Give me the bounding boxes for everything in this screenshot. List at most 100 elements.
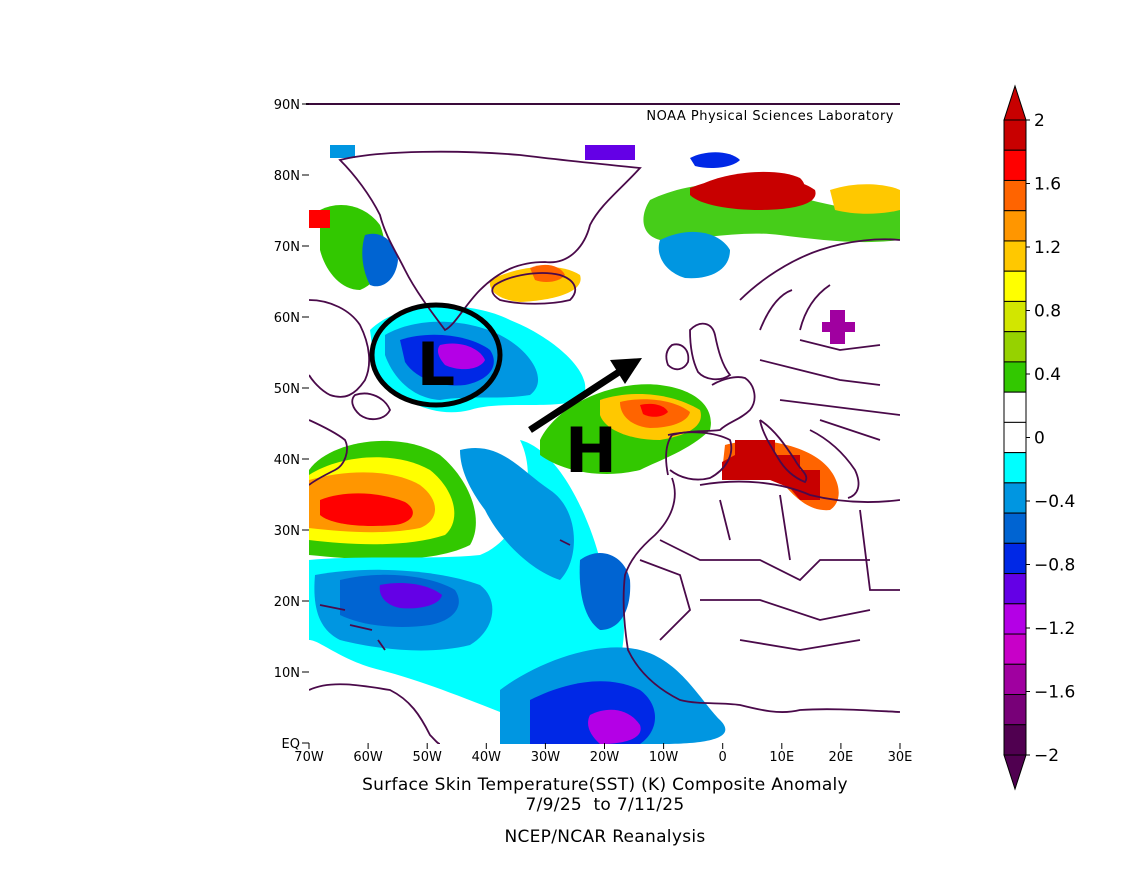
coast-south-america: [309, 683, 441, 744]
borders-north-africa: [639, 494, 900, 651]
lon-tick-label: 30W: [531, 750, 561, 765]
colorbar: 2 1.6 1.2 0.8 0.4 0 −0.4 −0.8 −1.2 −1.6 −2: [1003, 84, 1075, 791]
colorbar-swatch: [1003, 300, 1027, 333]
colorbar-swatch: [1003, 179, 1027, 212]
anomaly-warm-west-atlantic-red: [320, 493, 413, 526]
longitude-axis: 70W 60W 50W 40W 30W 20W 10W 0 10E 20E 30E: [294, 743, 912, 765]
colorbar-swatch: [1003, 482, 1027, 514]
low-pressure-label: L: [417, 330, 455, 400]
coast-italy: [759, 419, 808, 484]
pressure-annotations: L H: [369, 302, 642, 487]
lon-tick-label: 60W: [353, 750, 383, 765]
coast-europe-west: [665, 376, 756, 476]
coast-greenland: [338, 150, 642, 332]
colorbar-label: 1.6: [1034, 175, 1061, 195]
anomaly-field: [309, 145, 900, 744]
map-panel: NOAA Physical Sciences Laboratory: [274, 98, 913, 765]
anomaly-warm-mediterranean-red: [722, 440, 820, 500]
lon-tick-label: 20E: [829, 750, 854, 765]
anomaly-cold-tropical-purple: [379, 583, 442, 609]
colorbar-swatch: [1003, 361, 1027, 393]
anomaly-cold-equatorial-purple: [588, 709, 641, 744]
caption-title: Surface Skin Temperature(SST) (K) Compos…: [362, 775, 848, 795]
colorbar-swatch: [1003, 633, 1027, 665]
lat-tick-label: 10N: [274, 666, 300, 681]
coast-balkans: [809, 429, 860, 499]
high-pressure-label: H: [565, 414, 617, 487]
lat-tick-label: 50N: [274, 382, 300, 397]
colorbar-label: 0.8: [1034, 302, 1061, 322]
coastlines: [309, 150, 900, 744]
colorbar-swatch: [1003, 724, 1027, 756]
colorbar-swatch: [1003, 421, 1027, 454]
colorbar-label: −2: [1034, 746, 1059, 766]
lat-tick-label: 60N: [274, 311, 300, 326]
borders-europe: [759, 339, 900, 441]
caption-date-range: 7/9/25 to 7/11/25: [526, 795, 685, 815]
colorbar-label: 2: [1034, 111, 1045, 131]
colorbar-swatch: [1003, 270, 1027, 302]
lat-tick-label: 90N: [274, 98, 300, 113]
colorbar-swatch: [1003, 603, 1027, 635]
colorbar-swatch: [1003, 149, 1027, 181]
colorbar-bottom-arrow: [1003, 754, 1027, 791]
colorbar-label: −0.8: [1034, 556, 1075, 576]
anomaly-cold-senegal: [579, 552, 631, 630]
lon-tick-label: 70W: [294, 750, 324, 765]
lat-tick-label: 70N: [274, 240, 300, 255]
lon-tick-label: 30E: [888, 750, 913, 765]
lat-tick-label: 20N: [274, 595, 300, 610]
colorbar-swatch: [1003, 663, 1027, 696]
coast-labrador: [309, 299, 371, 398]
colorbar-swatch: [1003, 240, 1027, 272]
colorbar-swatch: [1003, 542, 1027, 575]
colorbar-label: 0.4: [1034, 365, 1061, 385]
anomaly-cold-low-purple: [437, 343, 485, 370]
anomaly-warm-labrador-red: [309, 210, 330, 228]
coast-iceland: [491, 272, 577, 305]
colorbar-label: −1.6: [1034, 683, 1075, 703]
coast-britain: [689, 322, 732, 381]
coast-caribbean: [319, 539, 571, 651]
colorbar-label: −1.2: [1034, 619, 1075, 639]
colorbar-label: −0.4: [1034, 492, 1075, 512]
coast-scandinavia: [739, 238, 900, 331]
steering-arrow-shaft: [528, 367, 624, 433]
anomaly-cold-arctic-north: [585, 145, 635, 160]
coast-africa-north: [699, 480, 900, 503]
lon-tick-label: 0: [719, 750, 727, 765]
anomaly-cold-arctic-north2: [690, 152, 740, 168]
colorbar-label: 0: [1034, 429, 1045, 449]
colorbar-swatch: [1003, 119, 1027, 151]
colorbar-swatch: [1003, 694, 1027, 726]
lon-tick-label: 40W: [472, 750, 502, 765]
lon-tick-label: 10E: [769, 750, 794, 765]
lon-tick-label: 50W: [412, 750, 442, 765]
colorbar-swatch: [1003, 573, 1027, 605]
coast-ireland: [665, 343, 690, 371]
lon-tick-label: 10W: [649, 750, 679, 765]
caption: Surface Skin Temperature(SST) (K) Compos…: [362, 775, 848, 847]
lon-tick-label: 20W: [590, 750, 620, 765]
credit-text: NOAA Physical Sciences Laboratory: [646, 109, 894, 124]
colorbar-swatch: [1003, 331, 1027, 363]
anomaly-cold-norwegian-sea: [658, 231, 730, 279]
anomaly-warm-high-red: [640, 403, 668, 417]
coast-us-east: [309, 419, 348, 486]
lat-tick-label: EQ: [282, 737, 300, 752]
latitude-axis: 90N 80N 70N 60N 50N 40N 30N 20N 10N EQ: [274, 98, 309, 752]
colorbar-label: 1.2: [1034, 238, 1061, 258]
anomaly-cold-davis-strait: [362, 233, 398, 287]
colorbar-top-arrow: [1003, 84, 1027, 121]
low-pressure-ellipse: [369, 302, 503, 408]
anomaly-cold-arctic-nw: [330, 145, 355, 158]
anomaly-cold-central: [460, 448, 574, 580]
anomaly-cold-baltic: [822, 310, 855, 344]
caption-source: NCEP/NCAR Reanalysis: [504, 827, 705, 847]
colorbar-swatch: [1003, 452, 1027, 484]
lat-tick-label: 30N: [274, 524, 300, 539]
lat-tick-label: 80N: [274, 169, 300, 184]
coast-iberia: [667, 431, 733, 481]
anomaly-warm-east-arctic: [830, 184, 900, 214]
